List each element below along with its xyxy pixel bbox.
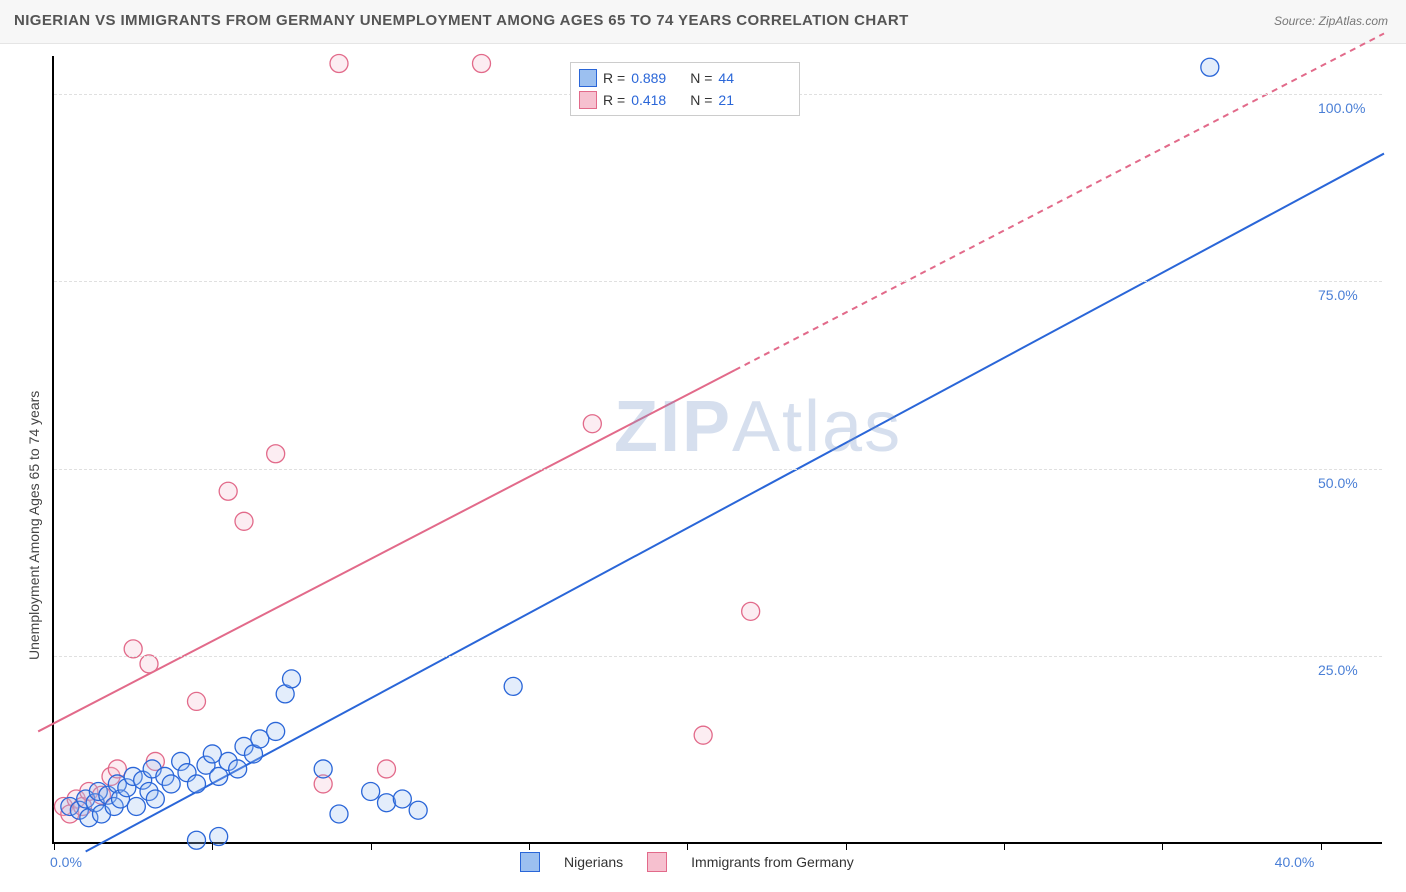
- n-label: N =: [690, 92, 712, 108]
- swatch-germany: [579, 91, 597, 109]
- ytick-label: 75.0%: [1318, 287, 1358, 303]
- series-legend: Nigerians Immigrants from Germany: [520, 852, 854, 872]
- xtick: [54, 842, 55, 850]
- gridline: [54, 281, 1382, 282]
- xtick: [1004, 842, 1005, 850]
- r-value-nigerians: 0.889: [631, 70, 666, 86]
- gridline: [54, 469, 1382, 470]
- n-label: N =: [690, 70, 712, 86]
- source-attribution: Source: ZipAtlas.com: [1274, 14, 1388, 28]
- swatch-nigerians: [520, 852, 540, 872]
- legend-label-germany: Immigrants from Germany: [691, 854, 854, 870]
- xtick: [1321, 842, 1322, 850]
- ytick-label: 25.0%: [1318, 662, 1358, 678]
- n-value-germany: 21: [718, 92, 734, 108]
- swatch-nigerians: [579, 69, 597, 87]
- ytick-label: 100.0%: [1318, 100, 1365, 116]
- legend-label-nigerians: Nigerians: [564, 854, 623, 870]
- stat-legend: R = 0.889 N = 44 R = 0.418 N = 21: [570, 62, 800, 116]
- n-value-nigerians: 44: [718, 70, 734, 86]
- gridline: [54, 656, 1382, 657]
- xtick: [687, 842, 688, 850]
- y-axis-label: Unemployment Among Ages 65 to 74 years: [26, 391, 42, 660]
- xtick: [1162, 842, 1163, 850]
- plot-area: ZIPAtlas 25.0%50.0%75.0%100.0%: [52, 56, 1382, 844]
- r-label: R =: [603, 92, 625, 108]
- ytick-label: 50.0%: [1318, 475, 1358, 491]
- chart-header: NIGERIAN VS IMMIGRANTS FROM GERMANY UNEM…: [0, 0, 1406, 44]
- xtick-label: 40.0%: [1275, 854, 1315, 870]
- stat-row-germany: R = 0.418 N = 21: [579, 89, 791, 111]
- r-value-germany: 0.418: [631, 92, 666, 108]
- plot-svg: [54, 56, 1382, 842]
- source-name: ZipAtlas.com: [1319, 14, 1388, 28]
- xtick: [846, 842, 847, 850]
- xtick: [212, 842, 213, 850]
- source-prefix: Source:: [1274, 14, 1319, 28]
- xtick: [371, 842, 372, 850]
- r-label: R =: [603, 70, 625, 86]
- swatch-germany: [647, 852, 667, 872]
- xtick-label: 0.0%: [50, 854, 82, 870]
- xtick: [529, 842, 530, 850]
- chart-title: NIGERIAN VS IMMIGRANTS FROM GERMANY UNEM…: [14, 12, 909, 29]
- stat-row-nigerians: R = 0.889 N = 44: [579, 67, 791, 89]
